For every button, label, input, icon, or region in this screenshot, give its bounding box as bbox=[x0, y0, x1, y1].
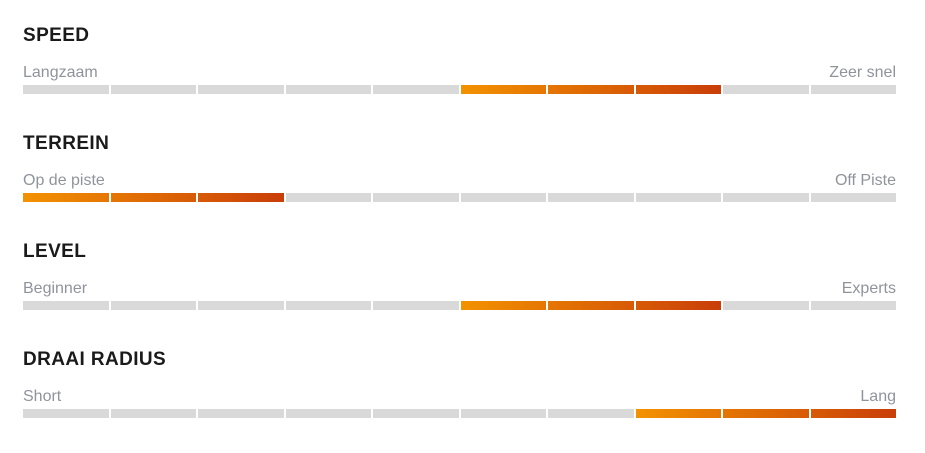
meter-segment-empty bbox=[198, 85, 284, 94]
meter-endpoint-labels: Op de piste Off Piste bbox=[23, 173, 896, 189]
meter-title: LEVEL bbox=[23, 241, 87, 262]
meter-segment-empty bbox=[373, 85, 459, 94]
meter-segment-empty bbox=[198, 409, 284, 418]
rating-meter: LEVEL Beginner Experts bbox=[23, 242, 896, 310]
meter-segment-empty bbox=[285, 193, 371, 202]
meter-title: SPEED bbox=[23, 25, 90, 46]
meter-segment-empty bbox=[110, 409, 196, 418]
meter-max-label: Lang bbox=[860, 388, 896, 405]
meter-title: DRAAI RADIUS bbox=[23, 349, 167, 370]
meter-segment-filled bbox=[198, 193, 284, 202]
meter-segment-empty bbox=[198, 301, 284, 310]
meter-segment-filled bbox=[810, 409, 896, 418]
rating-meter: DRAAI RADIUS Short Lang bbox=[23, 350, 896, 418]
meter-segment-empty bbox=[460, 409, 546, 418]
rating-meters-panel: SPEED Langzaam Zeer snel TERREIN Op de p… bbox=[23, 26, 896, 418]
meter-endpoint-labels: Langzaam Zeer snel bbox=[23, 65, 896, 81]
meter-segment-filled bbox=[548, 301, 634, 310]
meter-segment-filled bbox=[548, 85, 634, 94]
meter-segment-empty bbox=[635, 193, 721, 202]
meter-segment-empty bbox=[460, 193, 546, 202]
meter-max-label: Zeer snel bbox=[829, 64, 896, 81]
meter-segment-empty bbox=[723, 301, 809, 310]
meter-title: TERREIN bbox=[23, 133, 110, 154]
meter-segment-empty bbox=[810, 193, 896, 202]
meter-segment-empty bbox=[23, 301, 109, 310]
meter-segment-filled bbox=[635, 409, 721, 418]
meter-segment-empty bbox=[110, 301, 196, 310]
rating-meter: TERREIN Op de piste Off Piste bbox=[23, 134, 896, 202]
meter-segment-empty bbox=[285, 301, 371, 310]
meter-segment-empty bbox=[548, 193, 634, 202]
meter-segment-empty bbox=[373, 193, 459, 202]
meter-segment-bar bbox=[23, 409, 896, 418]
meter-segment-empty bbox=[723, 85, 809, 94]
meter-segment-empty bbox=[110, 85, 196, 94]
meter-segment-filled bbox=[635, 85, 721, 94]
meter-min-label: Beginner bbox=[23, 280, 88, 297]
meter-segment-filled bbox=[23, 193, 109, 202]
meter-segment-empty bbox=[23, 85, 109, 94]
meter-segment-empty bbox=[23, 409, 109, 418]
meter-segment-filled bbox=[723, 409, 809, 418]
meter-segment-empty bbox=[810, 85, 896, 94]
meter-segment-bar bbox=[23, 301, 896, 310]
meter-segment-filled bbox=[460, 301, 546, 310]
meter-segment-filled bbox=[460, 85, 546, 94]
meter-min-label: Langzaam bbox=[23, 64, 98, 81]
meter-endpoint-labels: Beginner Experts bbox=[23, 281, 896, 297]
meter-segment-empty bbox=[285, 409, 371, 418]
meter-endpoint-labels: Short Lang bbox=[23, 389, 896, 405]
meter-segment-empty bbox=[548, 409, 634, 418]
meter-max-label: Experts bbox=[841, 280, 896, 297]
meter-segment-empty bbox=[285, 85, 371, 94]
meter-segment-filled bbox=[635, 301, 721, 310]
meter-segment-filled bbox=[110, 193, 196, 202]
meter-min-label: Op de piste bbox=[23, 172, 105, 189]
meter-segment-bar bbox=[23, 193, 896, 202]
meter-segment-empty bbox=[723, 193, 809, 202]
meter-segment-empty bbox=[810, 301, 896, 310]
meter-segment-empty bbox=[373, 409, 459, 418]
rating-meter: SPEED Langzaam Zeer snel bbox=[23, 26, 896, 94]
meter-max-label: Off Piste bbox=[834, 172, 896, 189]
meter-segment-bar bbox=[23, 85, 896, 94]
meter-segment-empty bbox=[373, 301, 459, 310]
meter-min-label: Short bbox=[23, 388, 62, 405]
